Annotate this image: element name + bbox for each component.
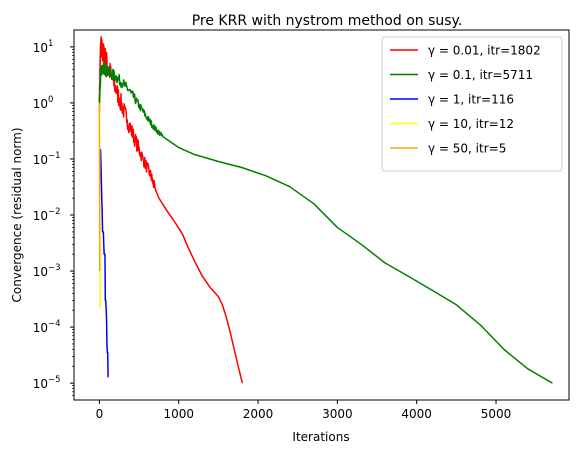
y-tick-label: 10 — [33, 153, 48, 167]
x-tick-label: 5000 — [481, 407, 512, 421]
y-tick-exponent: −3 — [48, 263, 61, 273]
y-tick-label: 10 — [33, 321, 48, 335]
x-tick-label: 1000 — [163, 407, 194, 421]
series-line-2 — [98, 61, 553, 384]
legend-label-4: γ = 10, itr=12 — [428, 117, 514, 131]
series-line-3 — [99, 149, 109, 378]
chart-title: Pre KRR with nystrom method on susy. — [192, 13, 463, 29]
y-tick-label: 10 — [33, 377, 48, 391]
x-tick-label: 2000 — [243, 407, 274, 421]
legend: γ = 0.01, itr=1802 γ = 0.1, itr=5711 γ = 1… — [381, 36, 563, 172]
x-axis-label: Iterations — [292, 430, 349, 444]
y-tick-label: 10 — [33, 97, 48, 111]
x-axis: 0 1000 2000 3000 4000 5000 — [96, 400, 512, 421]
y-tick-exponent: 1 — [48, 39, 53, 49]
y-tick-label: 10 — [33, 41, 48, 55]
y-tick-exponent: −5 — [48, 375, 61, 385]
y-tick-label: 10 — [33, 265, 48, 279]
legend-label-3: γ = 1, itr=116 — [428, 93, 514, 107]
y-axis-label: Convergence (residual norm) — [10, 127, 24, 302]
y-tick-exponent: 0 — [48, 95, 53, 105]
y-tick-exponent: −1 — [48, 151, 61, 161]
legend-label-1: γ = 0.01, itr=1802 — [428, 44, 541, 58]
x-tick-label: 3000 — [322, 407, 353, 421]
legend-label-2: γ = 0.1, itr=5711 — [428, 68, 533, 82]
series-line-1 — [98, 36, 244, 384]
x-tick-label: 4000 — [401, 407, 432, 421]
y-tick-exponent: −2 — [48, 207, 61, 217]
legend-label-5: γ = 50, itr=5 — [428, 142, 506, 156]
legend-box — [381, 36, 563, 172]
y-tick-exponent: −4 — [48, 319, 61, 329]
x-tick-label: 0 — [96, 407, 104, 421]
y-tick-label: 10 — [33, 209, 48, 223]
